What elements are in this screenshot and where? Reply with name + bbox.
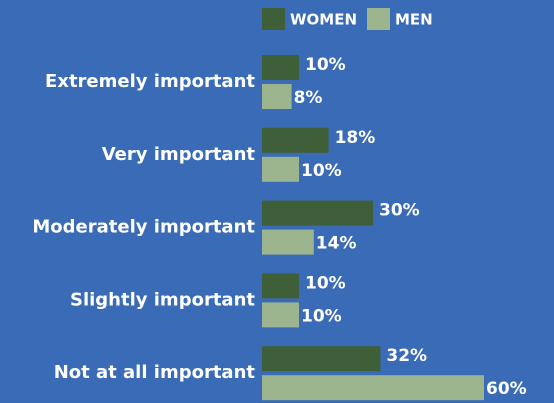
bar <box>262 200 373 226</box>
bar <box>262 229 314 255</box>
value-label: 32% <box>386 346 427 366</box>
value-label: 30% <box>379 201 420 221</box>
bar <box>262 156 299 182</box>
value-label: 10% <box>301 306 342 326</box>
category-label: Not at all important <box>54 362 256 383</box>
value-label: 14% <box>316 234 357 254</box>
category-label: Very important <box>102 144 256 165</box>
bar <box>262 375 484 401</box>
legend-swatch <box>367 8 390 30</box>
value-label: 10% <box>301 161 342 181</box>
bar <box>262 302 299 328</box>
bar <box>262 84 292 109</box>
bar <box>262 346 381 372</box>
value-label: 8% <box>294 88 323 108</box>
legend-label: MEN <box>395 11 433 29</box>
value-label: 10% <box>305 273 346 293</box>
legend-swatch <box>262 8 285 30</box>
category-label: Slightly important <box>70 289 255 310</box>
legend-label: WOMEN <box>290 11 357 29</box>
bar <box>262 55 299 80</box>
value-label: 18% <box>335 128 376 148</box>
value-label: 60% <box>486 379 527 399</box>
bar <box>262 273 299 299</box>
bar <box>262 127 329 153</box>
value-label: 10% <box>305 55 346 75</box>
category-label: Moderately important <box>32 217 255 238</box>
category-label: Extremely important <box>45 71 255 92</box>
